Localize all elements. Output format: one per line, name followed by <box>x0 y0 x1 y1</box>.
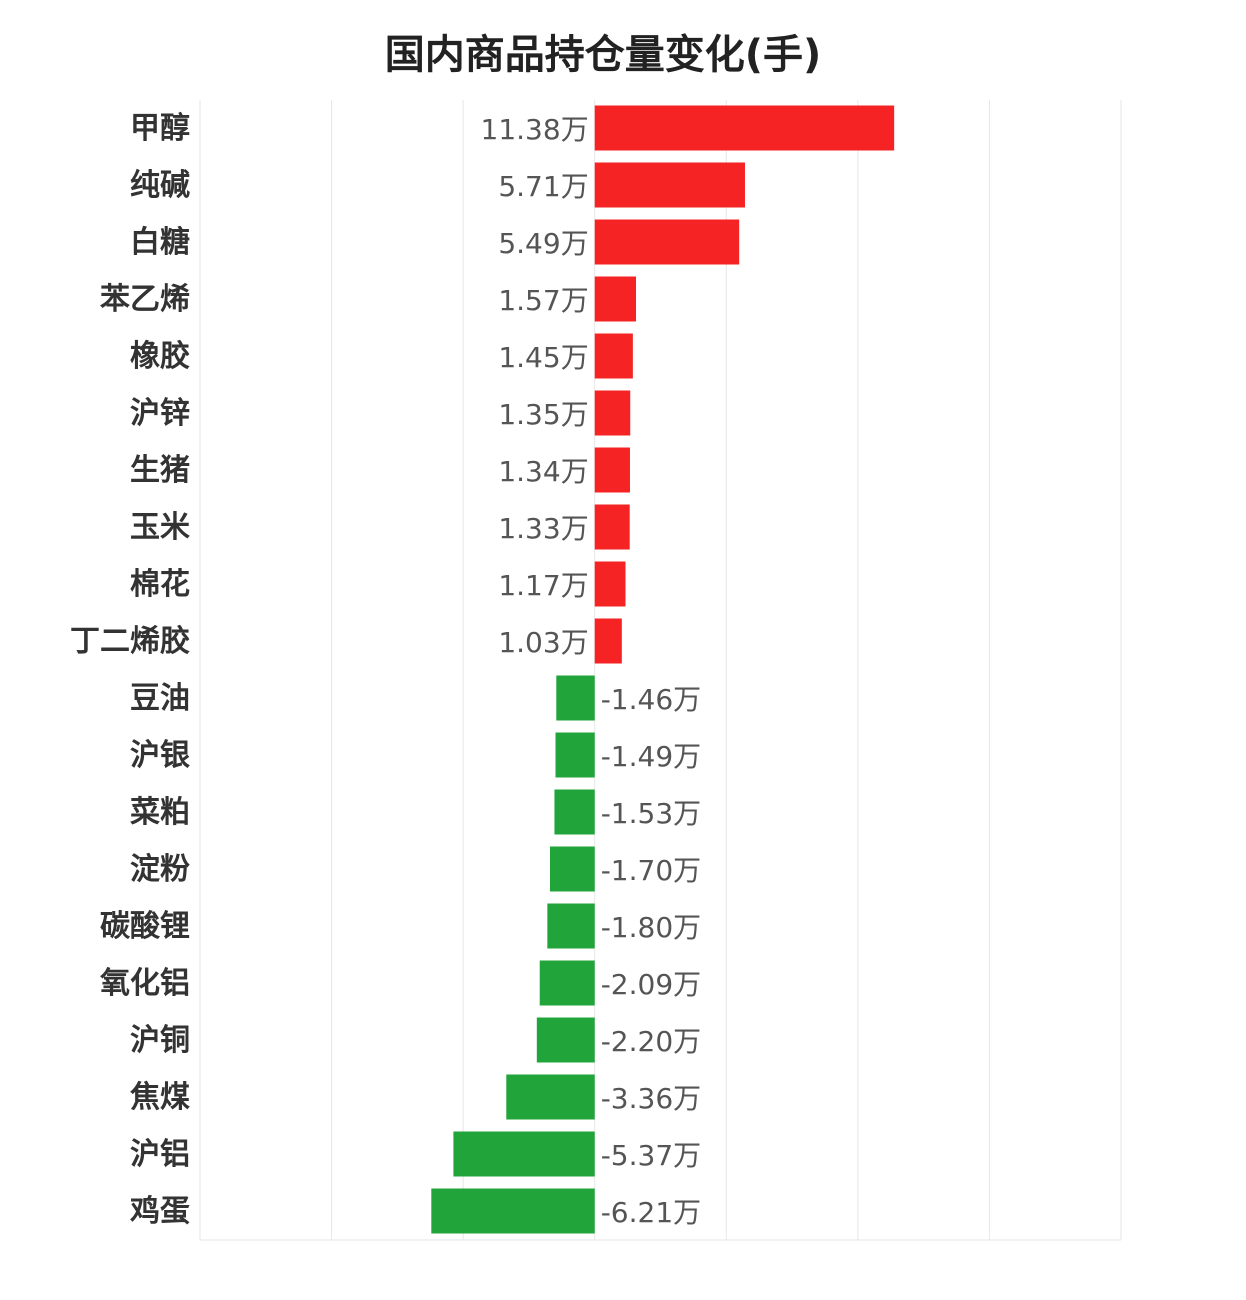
category-label: 沪银 <box>130 738 190 773</box>
category-label: 豆油 <box>130 681 190 716</box>
value-label: -1.70万 <box>601 854 701 887</box>
value-label: -1.80万 <box>601 911 701 944</box>
category-label: 沪锌 <box>130 396 190 431</box>
category-label: 菜粕 <box>130 795 190 830</box>
category-label: 苯乙烯 <box>100 282 190 317</box>
value-label: -2.09万 <box>601 968 701 1001</box>
bar <box>506 1074 595 1120</box>
bar <box>594 561 626 607</box>
category-label: 沪铜 <box>130 1023 190 1058</box>
value-label: -1.49万 <box>601 740 701 773</box>
category-label: 氧化铝 <box>100 966 190 1001</box>
value-label: 1.45万 <box>498 341 588 374</box>
bar <box>431 1188 595 1234</box>
category-label: 碳酸锂 <box>100 909 190 944</box>
value-label: 1.57万 <box>498 284 588 317</box>
category-label: 棉花 <box>130 567 190 602</box>
value-label: -2.20万 <box>601 1025 701 1058</box>
bar <box>536 1017 595 1063</box>
bar <box>549 846 595 892</box>
value-label: 1.03万 <box>498 626 588 659</box>
bar <box>594 333 633 379</box>
bar <box>594 504 630 550</box>
bar <box>594 447 630 493</box>
value-label: -5.37万 <box>601 1139 701 1172</box>
category-label: 淀粉 <box>130 852 190 887</box>
value-label: -1.46万 <box>601 683 701 716</box>
value-label: 1.35万 <box>498 398 588 431</box>
bar <box>556 675 595 721</box>
bar <box>594 162 745 208</box>
value-label: -3.36万 <box>601 1082 701 1115</box>
bar <box>594 618 622 664</box>
category-label: 橡胶 <box>130 339 190 374</box>
category-label: 甲醇 <box>130 111 190 146</box>
value-label: 5.71万 <box>498 170 588 203</box>
value-label: 1.17万 <box>498 569 588 602</box>
category-label: 纯碱 <box>130 168 190 203</box>
bar <box>594 105 895 151</box>
bar <box>555 732 595 778</box>
grid-layer <box>199 100 1122 1241</box>
category-label: 鸡蛋 <box>130 1194 190 1229</box>
value-label: 11.38万 <box>481 113 589 146</box>
value-label: -1.53万 <box>601 797 701 830</box>
value-label: 1.34万 <box>498 455 588 488</box>
bar <box>594 219 740 265</box>
category-label: 焦煤 <box>130 1080 190 1115</box>
value-label: -6.21万 <box>601 1196 701 1229</box>
bar <box>453 1131 595 1177</box>
category-label: 沪铝 <box>130 1137 190 1172</box>
category-label: 玉米 <box>130 510 190 545</box>
value-label: 1.33万 <box>498 512 588 545</box>
bar <box>539 960 595 1006</box>
bar <box>554 789 595 835</box>
bar <box>594 276 637 322</box>
chart-title: 国内商品持仓量变化(手) <box>384 32 822 78</box>
category-label: 白糖 <box>130 225 190 260</box>
value-label: 5.49万 <box>498 227 588 260</box>
bar-layer <box>431 105 895 1234</box>
category-label: 丁二烯胶 <box>70 624 190 659</box>
bar <box>594 390 631 436</box>
category-label: 生猪 <box>130 453 190 488</box>
bar <box>547 903 595 949</box>
